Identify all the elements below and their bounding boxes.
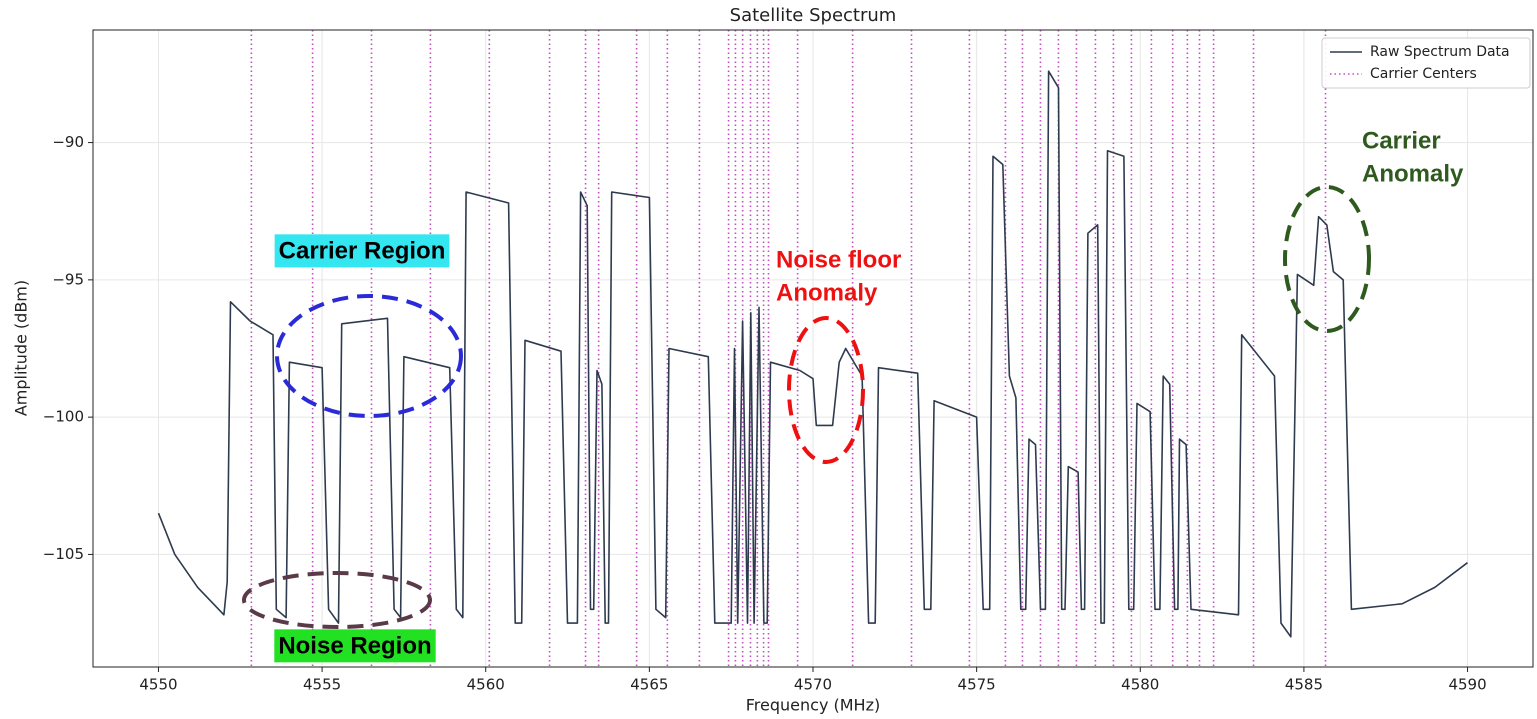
carrier-region-ellipse (275, 294, 463, 418)
annotation: Carrier (1362, 127, 1441, 154)
y-tick-label: −90 (52, 133, 84, 151)
annotation: Anomaly (776, 279, 878, 306)
carrier-anomaly-ellipse (1283, 185, 1371, 333)
noise-anomaly-ellipse (787, 316, 865, 464)
chart-title: Satellite Spectrum (730, 5, 897, 26)
y-tick-label: −100 (43, 408, 84, 426)
x-tick-label: 4550 (139, 676, 177, 694)
x-axis-label: Frequency (MHz) (746, 696, 880, 715)
annotation: Anomaly (1362, 160, 1464, 187)
annotation-background (274, 234, 450, 268)
plot-frame (92, 29, 1534, 668)
x-tick-label: 4585 (1285, 676, 1323, 694)
y-axis-label: Amplitude (dBm) (12, 280, 31, 416)
grid (88, 30, 1533, 672)
x-tick-label: 4590 (1448, 676, 1486, 694)
annotation: Noise floor (776, 246, 901, 273)
legend-label: Raw Spectrum Data (1370, 44, 1510, 60)
x-tick-label: 4575 (958, 676, 996, 694)
x-tick-label: 4565 (630, 676, 668, 694)
x-tick-label: 4555 (303, 676, 341, 694)
legend-label: Carrier Centers (1370, 66, 1477, 82)
annotation: Noise Region (278, 632, 431, 659)
y-tick-label: −105 (43, 545, 84, 563)
x-tick-label: 4560 (467, 676, 505, 694)
y-tick-label: −95 (52, 270, 84, 288)
x-tick-label: 4570 (794, 676, 832, 694)
x-tick-label: 4580 (1121, 676, 1159, 694)
noise-region-ellipse (242, 571, 432, 629)
legend: Raw Spectrum Data Carrier Centers (1330, 44, 1510, 82)
legend-box (1321, 37, 1531, 89)
annotations: Carrier Region Noise Region Noise floor Ano… (274, 127, 1464, 663)
annotation-background (274, 629, 436, 663)
annotation: Carrier Region (279, 237, 446, 264)
